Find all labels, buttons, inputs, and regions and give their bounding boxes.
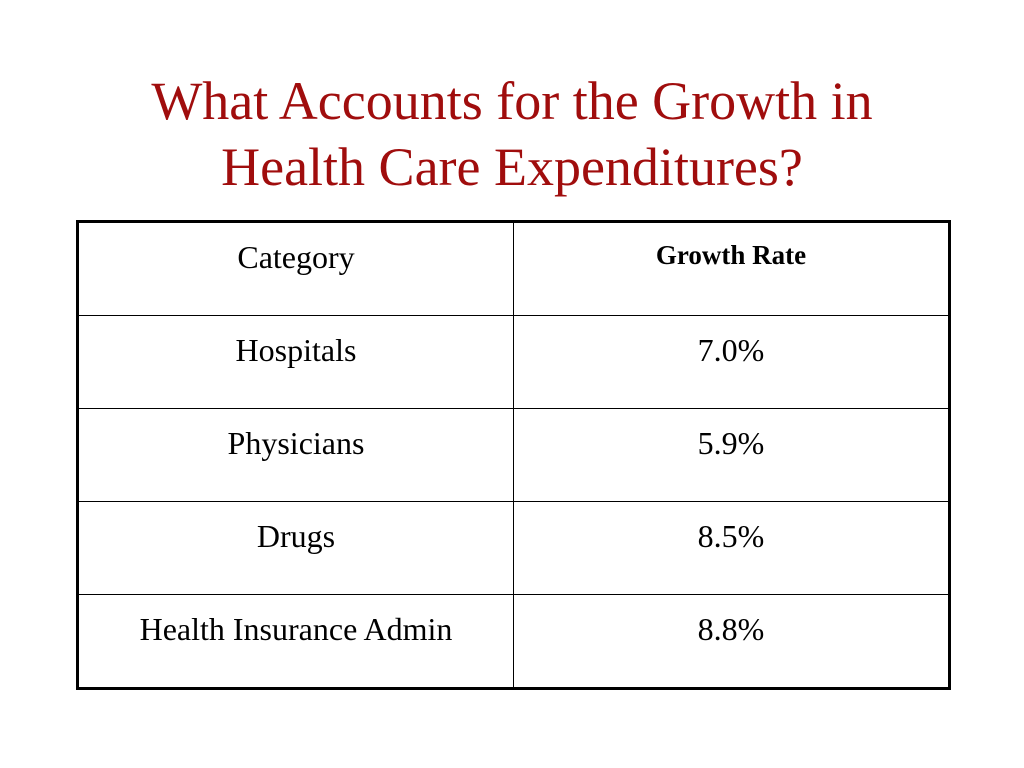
slide-title-line-1: What Accounts for the Growth in [151, 71, 873, 131]
table-row: Health Insurance Admin 8.8% [77, 594, 950, 689]
header-category: Category [77, 221, 514, 316]
cell-growth-rate: 7.0% [513, 315, 950, 409]
header-growth-rate: Growth Rate [513, 221, 950, 316]
cell-category: Physicians [77, 408, 514, 502]
cell-growth-rate: 8.8% [513, 594, 950, 689]
cell-growth-rate: 8.5% [513, 501, 950, 595]
cell-category: Drugs [77, 501, 514, 595]
table-row: Hospitals 7.0% [77, 315, 950, 409]
slide-title: What Accounts for the Growth in Health C… [0, 68, 1024, 200]
table-row: Physicians 5.9% [77, 408, 950, 502]
slide-title-line-2: Health Care Expenditures? [221, 137, 803, 197]
cell-category: Health Insurance Admin [77, 594, 514, 689]
growth-rate-table-container: Category Growth Rate Hospitals 7.0% Phys… [76, 220, 951, 690]
growth-rate-table: Category Growth Rate Hospitals 7.0% Phys… [76, 220, 951, 690]
table-header-row: Category Growth Rate [77, 221, 950, 316]
cell-category: Hospitals [77, 315, 514, 409]
table-row: Drugs 8.5% [77, 501, 950, 595]
cell-growth-rate: 5.9% [513, 408, 950, 502]
